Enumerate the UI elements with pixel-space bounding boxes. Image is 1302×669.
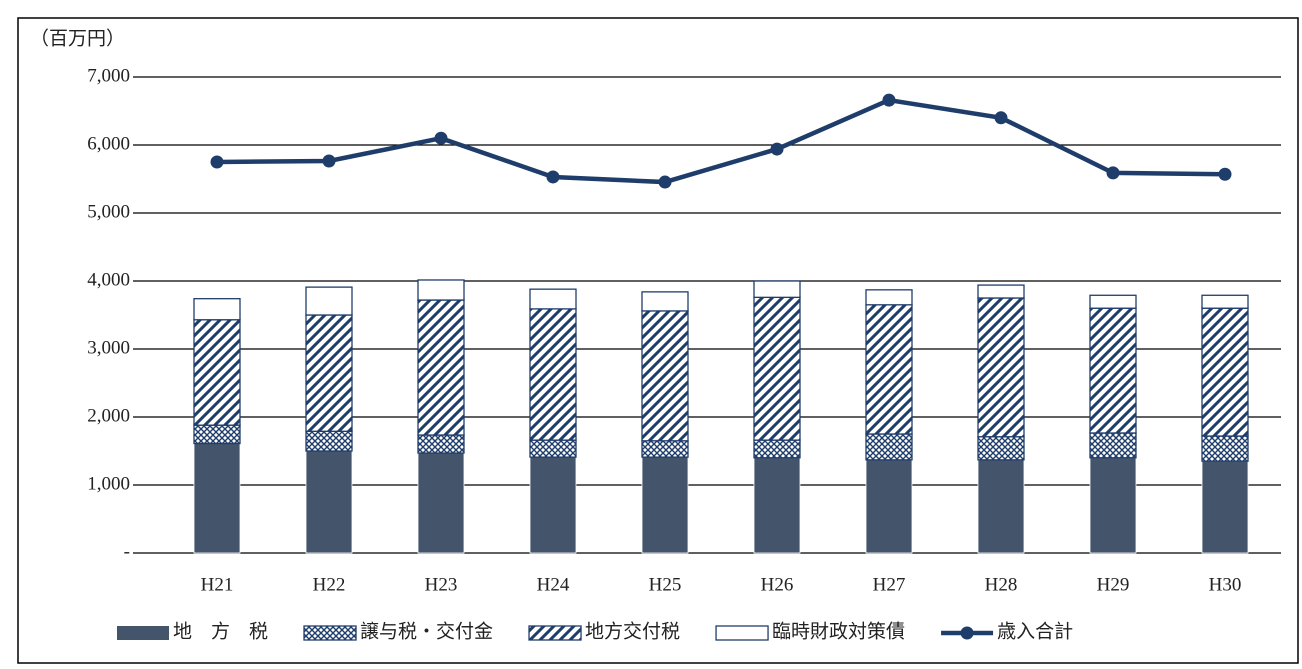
bar-segment [753,457,801,554]
bar-segment [529,456,577,554]
bar-segment [977,297,1025,438]
y-tick-label: 4,000 [87,269,130,290]
bar-segment [1089,457,1137,554]
y-tick-label: 6,000 [87,133,130,154]
bar-segment [1089,432,1137,459]
y-tick-label: 5,000 [87,201,130,222]
legend-label: 歳入合計 [997,620,1073,642]
line-point [770,142,784,156]
line-point [658,175,672,189]
bar-segment [417,299,465,436]
legend-label: 臨時財政対策債 [772,620,905,642]
y-tick-label: 1,000 [87,473,130,494]
bar-segment [977,436,1025,461]
y-axis-label: （百万円） [30,27,125,49]
legend-swatch [117,626,169,640]
x-tick-label: H29 [1097,574,1130,595]
bar-segment [865,304,913,435]
legend-swatch [303,625,357,641]
bar-segment [977,459,1025,554]
bar-segment [865,459,913,554]
line-point [1106,166,1120,180]
legend-marker [960,626,974,640]
bar-segment [1201,435,1249,462]
bar-segment [753,280,801,298]
line-point [1218,167,1232,181]
x-tick-label: H24 [537,574,570,595]
bar-segment [305,286,353,316]
legend-label: 地 方 税 [173,620,268,642]
bar-segment [417,279,465,301]
bar-segment [305,314,353,432]
bar-segment [641,440,689,458]
bar-segment [1089,294,1137,309]
x-tick-label: H22 [313,574,346,595]
x-tick-label: H25 [649,574,682,595]
bar-segment [1201,294,1249,309]
bar-segment [305,450,353,554]
line [216,97,1226,185]
bar-segment [417,452,465,554]
bar-segment [1089,307,1137,434]
bar-segment [753,296,801,441]
bar-segment [529,288,577,310]
line-point [994,111,1008,125]
x-tick-label: H21 [201,574,234,595]
y-tick-label: 3,000 [87,337,130,358]
legend-label: 譲与税・交付金 [360,620,493,642]
line-point [210,155,224,169]
y-tick-label: - [124,541,130,562]
bar-segment [1201,460,1249,554]
chart-frame [17,17,1299,664]
legend-label: 地方交付税 [585,620,680,642]
legend-swatch [528,625,582,641]
x-tick-label: H30 [1209,574,1242,595]
x-tick-label: H27 [873,574,906,595]
y-tick-label: 2,000 [87,405,130,426]
bar-segment [305,430,353,452]
legend-swatch [715,625,769,641]
line-point [322,154,336,168]
bar-segment [977,284,1025,299]
line-point [882,93,896,107]
bar-segment [529,308,577,441]
bar-segment [753,439,801,459]
x-tick-label: H26 [761,574,794,595]
x-tick-label: H28 [985,574,1018,595]
bar-segment [417,434,465,454]
bar-segment [641,291,689,312]
bar-segment [193,319,241,426]
bar-segment [1201,307,1249,437]
bar-segment [193,424,241,445]
line-point [546,170,560,184]
bar-segment [641,310,689,442]
bar-segment [865,433,913,461]
bar-segment [641,456,689,554]
x-tick-label: H23 [425,574,458,595]
bar-segment [865,289,913,306]
bar-segment [193,298,241,321]
line-point [434,131,448,145]
bar-segment [193,443,241,554]
y-tick-label: 7,000 [87,65,130,86]
bar-segment [529,439,577,458]
